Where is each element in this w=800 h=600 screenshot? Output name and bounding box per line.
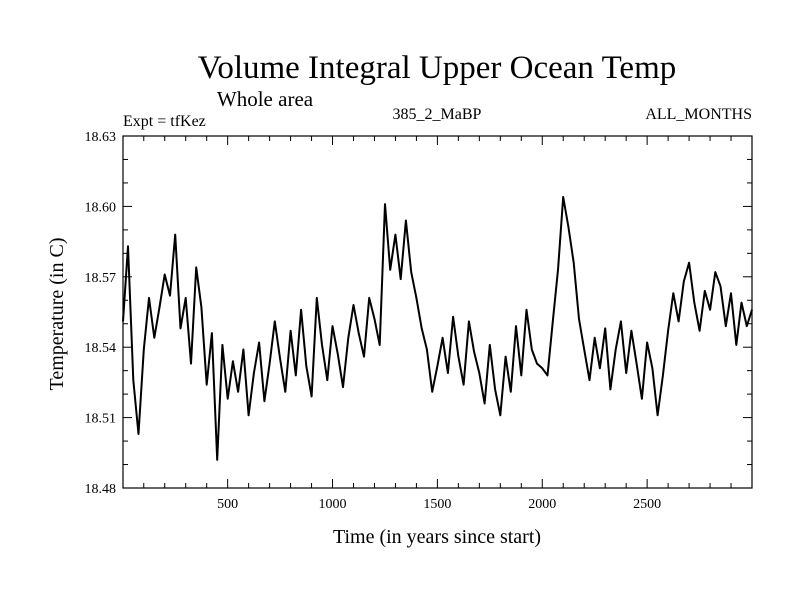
y-tick-label: 18.51 [85,412,117,427]
y-tick-label: 18.54 [85,341,117,356]
x-tick-label: 500 [217,497,238,512]
expt-label: Expt = tfKez [123,113,206,130]
series-line [122,196,753,461]
months-label: ALL_MONTHS [645,106,752,123]
x-tick-label: 2500 [633,497,661,512]
chart-subtitle: Whole area [217,87,314,111]
chart-title: Volume Integral Upper Ocean Temp [198,50,676,86]
y-tick-label: 18.48 [85,482,117,497]
y-tick-label: 18.57 [85,271,117,286]
x-tick-label: 1500 [423,497,451,512]
y-axis-label: Temperature (in C) [46,238,68,391]
x-tick-label: 1000 [319,497,347,512]
y-tick-label: 18.60 [85,200,117,215]
axis-ticks: 500 1000 1500 2000 2500 18.48 18.51 18.54 18.57 1… [85,130,752,512]
x-tick-label: 2000 [528,497,556,512]
x-axis-label: Time (in years since start) [333,526,541,548]
run-label: 385_2_MaBP [393,106,482,123]
plot-frame [122,135,753,489]
y-tick-label: 18.63 [85,130,117,145]
